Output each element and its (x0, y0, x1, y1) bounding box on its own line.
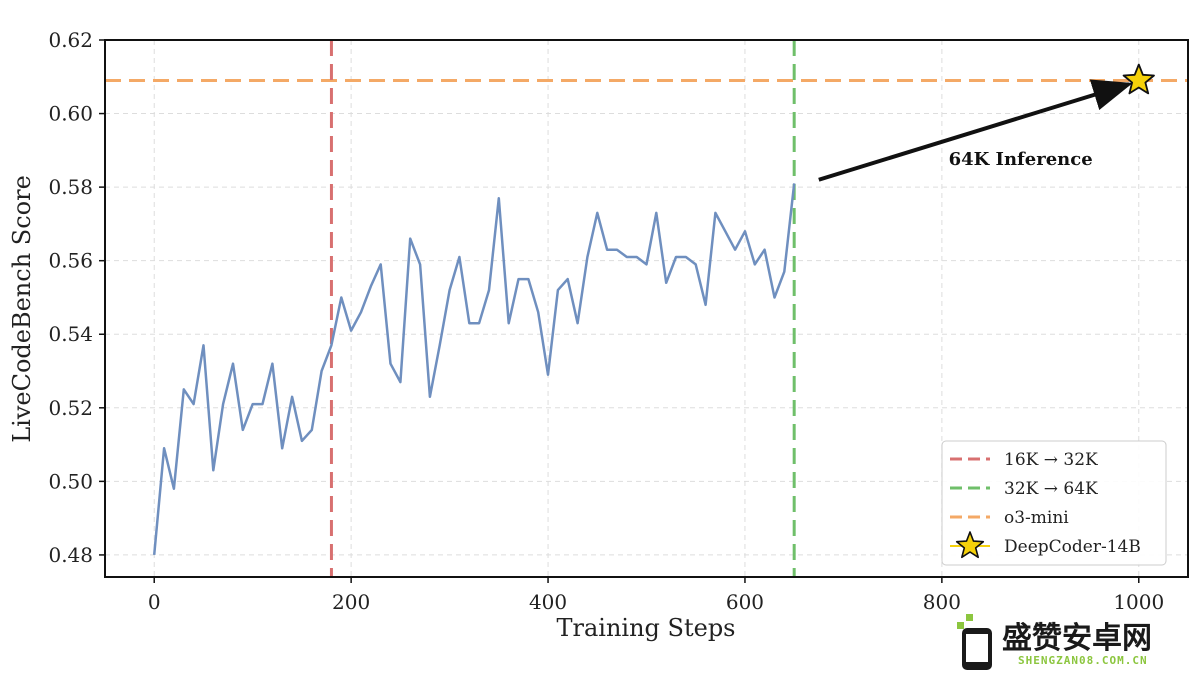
legend-label: DeepCoder-14B (1004, 537, 1141, 557)
watermark: 盛赞安卓网 SHENGZAN08.COM.CN (957, 614, 1152, 670)
series-line-0 (152, 183, 796, 556)
watermark-title: 盛赞安卓网 (1002, 621, 1152, 656)
legend-label: o3-mini (1004, 508, 1069, 528)
y-tick-label: 0.52 (48, 396, 93, 420)
series-layer (152, 183, 796, 556)
legend-label: 32K → 64K (1004, 479, 1098, 499)
y-ticks: 0.48 0.50 0.52 0.54 0.56 0.58 0.60 0.62 (48, 28, 105, 567)
x-tick-label: 400 (529, 590, 567, 614)
annotation-layer: 64K Inference (818, 79, 1133, 182)
y-axis-label: LiveCodeBench Score (8, 175, 36, 443)
y-tick-label: 0.60 (48, 102, 93, 126)
y-tick-label: 0.62 (48, 28, 93, 52)
x-tick-label: 1000 (1113, 590, 1164, 614)
marker-layer (1122, 63, 1155, 95)
x-tick-label: 800 (923, 590, 961, 614)
y-tick-label: 0.48 (48, 543, 93, 567)
y-tick-label: 0.58 (48, 175, 93, 199)
annotation-arrow (818, 79, 1133, 182)
legend-label: 16K → 32K (1004, 450, 1098, 470)
watermark-url: SHENGZAN08.COM.CN (1018, 654, 1148, 667)
x-tick-label: 200 (332, 590, 370, 614)
phone-logo-icon (957, 614, 992, 670)
x-tick-label: 600 (726, 590, 764, 614)
x-tick-label: 0 (148, 590, 161, 614)
legend-star-icon (955, 531, 985, 559)
reference-lines (105, 40, 1188, 577)
legend: 16K → 32K 32K → 64K o3-mini DeepCoder-14B (941, 440, 1167, 566)
annotation-text: 64K Inference (949, 149, 1093, 170)
y-tick-label: 0.54 (48, 322, 93, 346)
star-marker (1122, 63, 1155, 95)
y-tick-label: 0.56 (48, 249, 93, 273)
plot-frame (104, 39, 1189, 578)
x-axis-label: Training Steps (556, 614, 735, 642)
legend-box (941, 440, 1167, 566)
y-tick-label: 0.50 (48, 469, 93, 493)
x-ticks: 0 200 400 600 800 1000 (148, 577, 1164, 614)
